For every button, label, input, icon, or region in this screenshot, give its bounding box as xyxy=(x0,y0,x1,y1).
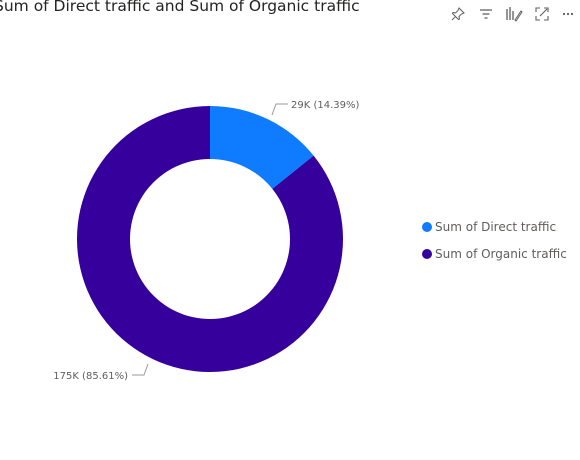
legend-item-direct-traffic[interactable]: Sum of Direct traffic xyxy=(422,218,567,235)
legend-marker-organic-traffic xyxy=(422,248,432,259)
focus-mode-icon[interactable] xyxy=(532,4,552,24)
data-label-organic-traffic: 175K (85.61%) xyxy=(53,371,128,382)
leader-line-organic-traffic xyxy=(132,363,149,376)
pin-icon[interactable] xyxy=(448,4,468,24)
filter-icon[interactable] xyxy=(476,4,496,24)
legend-label-organic-traffic: Sum of Organic traffic xyxy=(435,246,567,261)
legend-marker-direct-traffic xyxy=(422,221,432,232)
format-visual-icon[interactable] xyxy=(504,4,524,24)
slice-organic-traffic[interactable] xyxy=(76,106,343,372)
leader-line-direct-traffic xyxy=(271,103,288,116)
data-label-direct-traffic: 29K (14.39%) xyxy=(291,100,359,111)
slice-direct-traffic[interactable] xyxy=(210,106,314,189)
chart-title: Sum of Direct traffic and Sum of Organic… xyxy=(0,0,360,15)
legend: Sum of Direct traffic Sum of Organic tra… xyxy=(422,218,567,272)
more-options-icon[interactable] xyxy=(558,4,578,24)
legend-label-direct-traffic: Sum of Direct traffic xyxy=(435,219,557,234)
legend-item-organic-traffic[interactable]: Sum of Organic traffic xyxy=(422,245,567,262)
